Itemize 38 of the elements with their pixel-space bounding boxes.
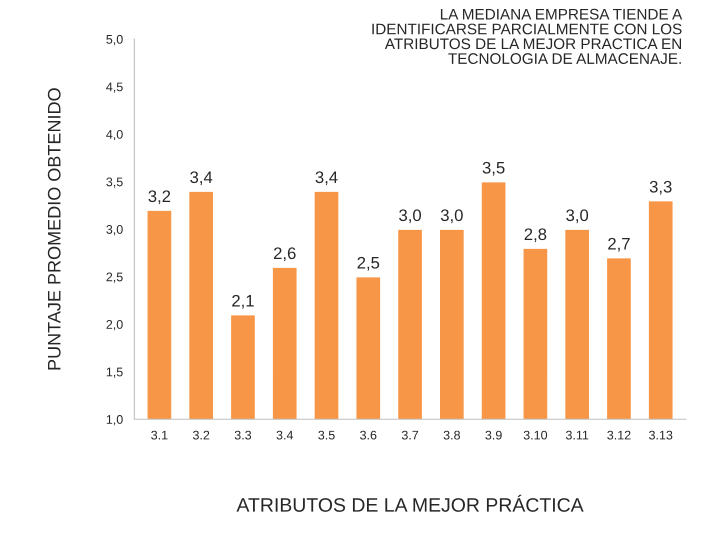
- y-tick-label: 1,5: [106, 368, 123, 378]
- data-label: 3,4: [190, 171, 212, 186]
- data-label: 2,6: [274, 247, 296, 262]
- data-label: 3,0: [440, 209, 463, 224]
- data-label: 3,4: [316, 171, 338, 186]
- y-tick-label: 2,0: [106, 320, 123, 330]
- data-label: 3,0: [399, 209, 421, 224]
- data-label: 3,2: [148, 190, 170, 204]
- data-label: 2,8: [524, 228, 546, 242]
- y-axis-title: PUNTAJE PROMEDIO OBTENIDO: [48, 88, 61, 370]
- y-tick-label: 3,5: [106, 177, 123, 188]
- annotation: LA MEDIANA EMPRESA TIENDE A IDENTIFICARSE PARCIALMENTE CON LOS ATRIBUTOS DE LA MEJOR PRACTICA EN TECNOLOGIA DE ALMACENAJE.: [372, 8, 682, 64]
- x-tick-label: 3.9: [485, 430, 502, 440]
- y-tick-label: 5,0: [106, 34, 123, 46]
- x-axis-title: ATRIBUTOS DE LA MEJOR PRÁCTICA: [236, 494, 584, 512]
- data-label: 3,5: [482, 162, 504, 176]
- y-tick-label: 1,0: [106, 415, 123, 426]
- x-tick-label: 3.12: [607, 430, 630, 440]
- x-tick-label: 3.1: [151, 430, 168, 440]
- x-tick-label: 3.4: [276, 430, 294, 440]
- y-tick-label: 3,0: [106, 224, 123, 236]
- y-tick-label: 4,5: [106, 82, 123, 93]
- x-tick-label: 3.7: [402, 430, 418, 440]
- x-tick-label: 3.5: [318, 430, 335, 440]
- x-tick-label: 3.10: [524, 430, 548, 440]
- x-tick-label: 3.11: [566, 430, 588, 440]
- data-label: 2,7: [608, 238, 630, 252]
- y-tick-label: 4,0: [106, 130, 123, 140]
- y-tick-label: 2,5: [106, 272, 123, 283]
- data-label: 2,1: [232, 294, 254, 309]
- x-tick-label: 3.3: [234, 430, 252, 440]
- data-label: 3,3: [650, 180, 672, 195]
- x-tick-label: 3.6: [360, 430, 376, 440]
- data-label: 2,5: [358, 256, 380, 271]
- x-tick-label: 3.13: [649, 430, 672, 440]
- data-label: 3,0: [566, 209, 588, 224]
- x-tick-label: 3.2: [192, 430, 210, 440]
- x-tick-label: 3.8: [444, 430, 460, 440]
